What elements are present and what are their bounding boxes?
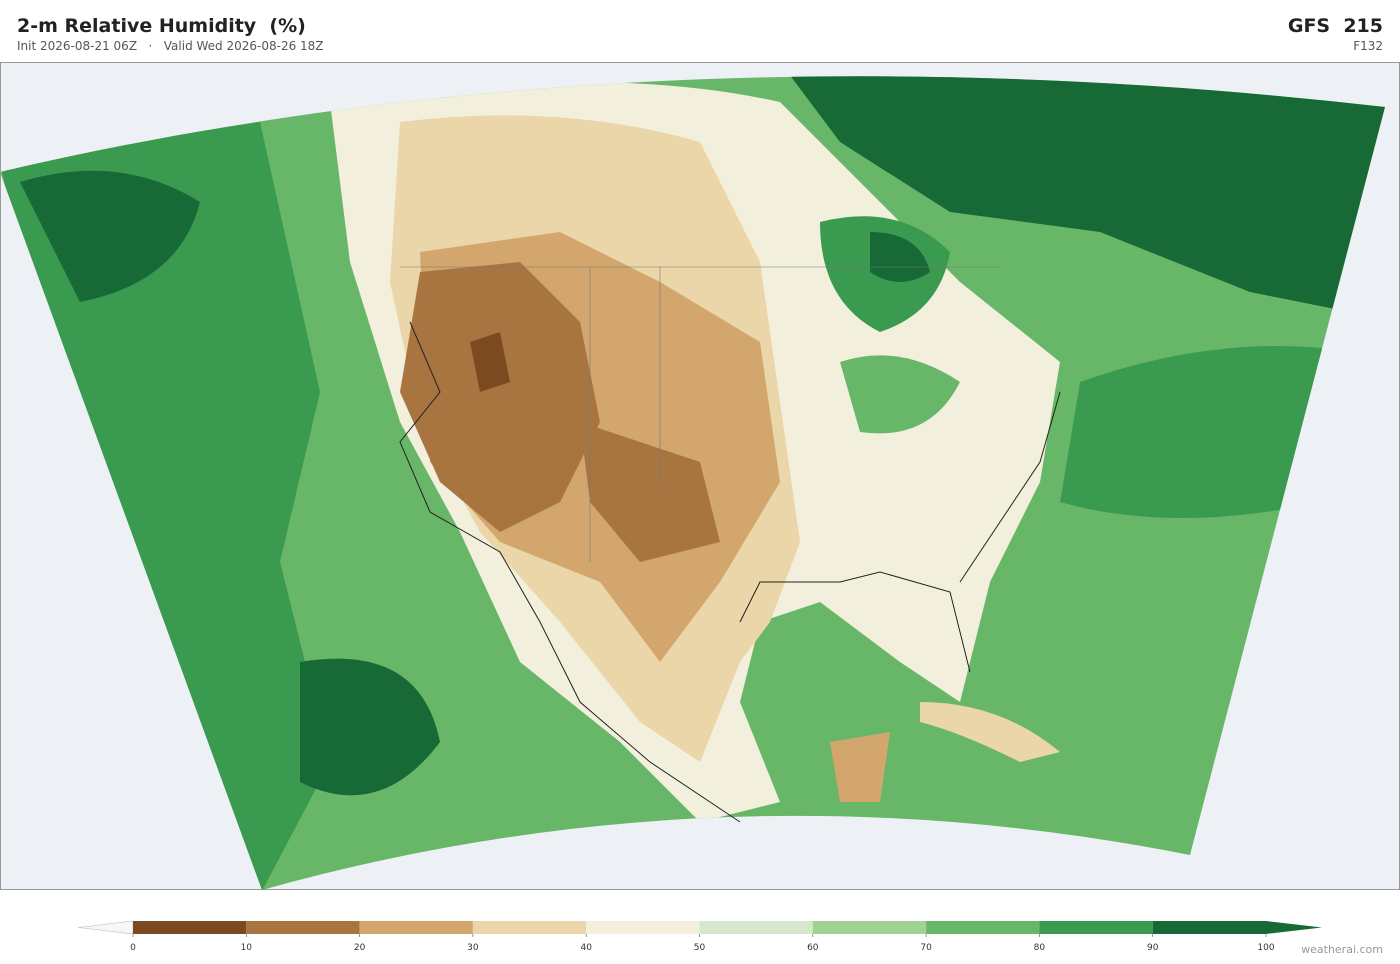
title: 2-m Relative Humidity (%): [17, 15, 306, 37]
tick-label: 10: [241, 943, 253, 953]
model: GFS 215: [1287, 15, 1383, 37]
extend-over: [1266, 921, 1322, 934]
color-segment: [1152, 921, 1266, 934]
tick-label: 40: [580, 943, 592, 953]
color-segment: [359, 921, 473, 934]
init-time: Init 2026-08-21 06Z: [17, 39, 138, 53]
forecast-hour: F132: [1353, 39, 1383, 53]
tick-label: 20: [354, 943, 366, 953]
color-segment: [133, 921, 247, 934]
tick-label: 0: [130, 943, 136, 953]
map: [0, 62, 1400, 891]
borders: [400, 266, 1000, 562]
coastline: [399, 321, 1061, 823]
tick-label: 100: [1257, 943, 1274, 953]
color-segment: [812, 921, 927, 934]
tick-label: 50: [694, 943, 706, 953]
separator: ·: [148, 39, 153, 53]
tick-label: 80: [1034, 943, 1046, 953]
extend-under: [77, 920, 134, 935]
color-segment: [472, 921, 587, 934]
colorbar: 0 10 20 30 40 50 60 70 80 90 100: [77, 920, 1322, 953]
tick-label: 30: [467, 943, 479, 953]
color-segment: [699, 921, 813, 934]
valid-time: Valid Wed 2026-08-26 18Z: [163, 39, 324, 53]
humidity-field: [0, 76, 1385, 891]
tick-label: 60: [807, 943, 819, 953]
tick-label: 70: [920, 943, 932, 953]
color-segment: [1039, 921, 1153, 934]
subtitle: Init 2026-08-21 06Z · Valid Wed 2026-08-…: [17, 39, 324, 53]
color-segment: [926, 921, 1040, 934]
color-segment: [246, 921, 360, 934]
color-segment: [586, 921, 700, 934]
credit: weatherai.com: [1301, 943, 1383, 956]
tick-label: 90: [1147, 943, 1159, 953]
